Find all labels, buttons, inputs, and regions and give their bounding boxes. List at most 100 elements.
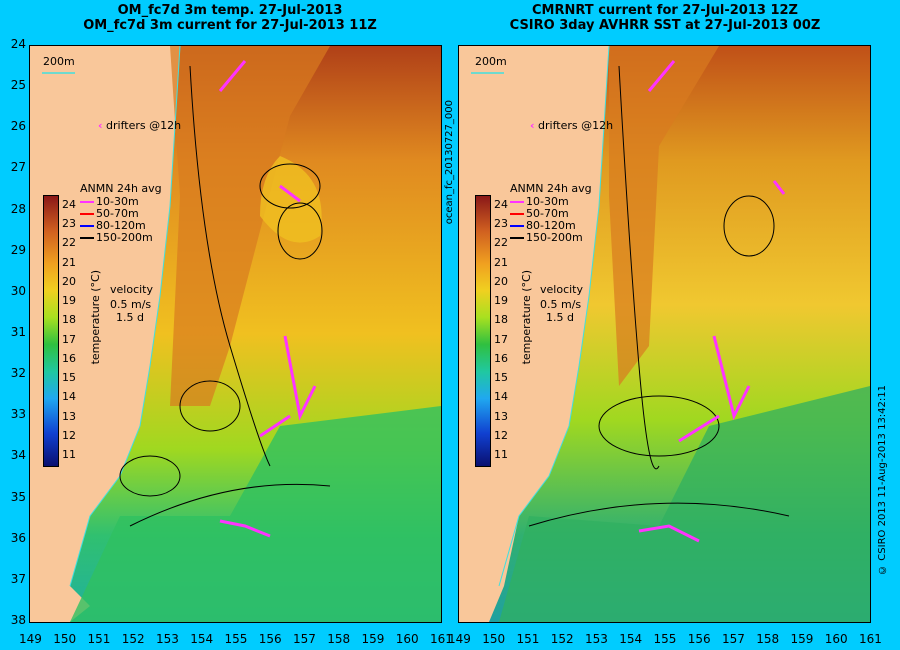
left-legend-title: ANMN 24h avg — [80, 182, 162, 195]
y-tick-label: 36 — [10, 530, 26, 545]
colorbar-tick-label: 17 — [494, 332, 508, 346]
colorbar-tick-label: 15 — [494, 371, 508, 385]
y-tick-label: 27 — [10, 160, 26, 175]
colorbar-tick-label: 19 — [494, 294, 508, 308]
colorbar-tick-label: 11 — [62, 448, 76, 461]
y-tick-label: 25 — [10, 78, 26, 93]
y-tick-label: 38 — [10, 613, 26, 627]
x-tick-label: 159 — [361, 632, 385, 646]
x-tick-label: 155 — [653, 632, 677, 646]
colorbar-tick-label: 23 — [62, 217, 76, 231]
colorbar-tick-label: 18 — [494, 313, 508, 327]
colorbar-tick-label: 23 — [494, 217, 508, 231]
colorbar-tick-label: 13 — [494, 409, 508, 423]
left-map-graphic — [42, 46, 441, 622]
y-tick-label: 26 — [10, 119, 26, 134]
x-tick-label: 154 — [190, 632, 214, 646]
colorbar-tick-label: 24 — [494, 198, 508, 211]
right-velocity-label: velocity — [540, 283, 583, 296]
legend-swatch-pink — [510, 201, 524, 203]
right-drifters-text: drifters @12h — [538, 119, 614, 132]
x-tick-label: 151 — [516, 632, 540, 646]
y-tick-label: 34 — [10, 448, 26, 463]
colorbar-tick-label: 14 — [494, 390, 508, 404]
colorbar-tick-label: 12 — [494, 428, 508, 442]
x-tick-label: 151 — [87, 632, 111, 646]
run-id-label: ocean_fc_20130727_000 — [444, 100, 455, 225]
right-legend-item-4: 150-200m — [510, 231, 583, 244]
colorbar-tick-label: 15 — [62, 371, 76, 385]
right-title-line1: CMRNRT current for 27-Jul-2013 12Z — [532, 3, 798, 18]
x-tick-label: 150 — [482, 632, 506, 646]
colorbar-tick-label: 11 — [494, 448, 508, 461]
right-colorbar-label: temperature (°C) — [520, 270, 533, 365]
x-tick-label: 161 — [859, 632, 882, 646]
colorbar-tick-label: 14 — [62, 390, 76, 404]
y-tick-label: 35 — [10, 489, 26, 504]
left-colorbar-label: temperature (°C) — [89, 270, 102, 365]
legend-swatch-black — [510, 237, 524, 239]
colorbar-tick-label: 16 — [494, 351, 508, 365]
y-tick-label: 24 — [10, 37, 26, 51]
right-legend-item-1-label: 10-30m — [526, 195, 569, 208]
right-title: CMRNRT current for 27-Jul-2013 12Z CSIRO… — [460, 3, 870, 33]
x-tick-label: 153 — [585, 632, 608, 646]
right-drifter-arrow-icon: ‹ — [530, 119, 535, 132]
x-tick-label: 160 — [824, 632, 848, 646]
left-drifters-text: drifters @12h — [106, 119, 182, 132]
x-tick-label: 154 — [619, 632, 643, 646]
left-velocity-label: velocity — [110, 283, 153, 296]
left-legend-item-4-label: 150-200m — [96, 231, 153, 244]
x-tick-label: 152 — [121, 632, 145, 646]
right-colorbar — [475, 195, 491, 467]
left-scale-label: 200m — [43, 55, 75, 68]
colorbar-tick-label: 20 — [494, 274, 508, 288]
x-tick-label: 157 — [722, 632, 745, 646]
colorbar-tick-label: 17 — [62, 332, 76, 346]
y-tick-label: 31 — [10, 325, 26, 339]
x-tick-label: 158 — [327, 632, 351, 646]
left-velocity-time: 1.5 d — [116, 311, 144, 324]
x-tick-label: 161 — [430, 632, 453, 646]
x-tick-label: 153 — [156, 632, 179, 646]
x-tick-label: 156 — [687, 632, 711, 646]
colorbar-tick-label: 24 — [62, 198, 76, 211]
legend-swatch-pink — [80, 201, 94, 203]
right-velocity-scale: 0.5 m/s — [540, 298, 582, 311]
x-tick-label: 149 — [448, 632, 471, 646]
right-legend-title: ANMN 24h avg — [510, 182, 592, 195]
legend-swatch-blue — [80, 225, 94, 227]
left-title-line1: OM_fc7d 3m temp. 27-Jul-2013 — [117, 3, 343, 18]
left-title: OM_fc7d 3m temp. 27-Jul-2013 OM_fc7d 3m … — [20, 3, 440, 33]
x-tick-label: 155 — [224, 632, 248, 646]
x-tick-label: 149 — [19, 632, 42, 646]
right-drifters-label: ‹ drifters @12h — [530, 119, 613, 132]
right-legend-item-3-label: 80-120m — [526, 219, 576, 232]
copyright-label: © CSIRO 2013 11-Aug-2013 13:42:11 — [877, 385, 888, 575]
y-tick-label: 28 — [10, 201, 26, 216]
left-legend-item-4: 150-200m — [80, 231, 153, 244]
legend-swatch-red — [510, 213, 524, 215]
left-drifter-arrow-icon: ‹ — [98, 119, 103, 132]
legend-swatch-blue — [510, 225, 524, 227]
left-legend-item-3-label: 80-120m — [96, 219, 146, 232]
left-legend-item-1-label: 10-30m — [96, 195, 139, 208]
left-title-line2: OM_fc7d 3m current for 27-Jul-2013 11Z — [83, 18, 377, 33]
colorbar-tick-label: 22 — [62, 236, 76, 250]
right-legend-item-3: 80-120m — [510, 219, 576, 232]
colorbar-tick-label: 20 — [62, 274, 76, 288]
colorbar-tick-label: 16 — [62, 351, 76, 365]
y-tick-label: 33 — [10, 407, 26, 422]
left-legend-item-1: 10-30m — [80, 195, 139, 208]
x-tick-label: 159 — [790, 632, 814, 646]
left-map-panel — [29, 45, 442, 623]
x-tick-label: 158 — [756, 632, 780, 646]
x-tick-label: 152 — [550, 632, 574, 646]
x-tick-label: 157 — [293, 632, 316, 646]
right-velocity-time: 1.5 d — [546, 311, 574, 324]
colorbar-tick-label: 18 — [62, 313, 76, 327]
colorbar-tick-label: 12 — [62, 428, 76, 442]
x-tick-label: 150 — [53, 632, 77, 646]
colorbar-tick-label: 21 — [494, 255, 508, 269]
right-legend-item-2-label: 50-70m — [526, 207, 569, 220]
